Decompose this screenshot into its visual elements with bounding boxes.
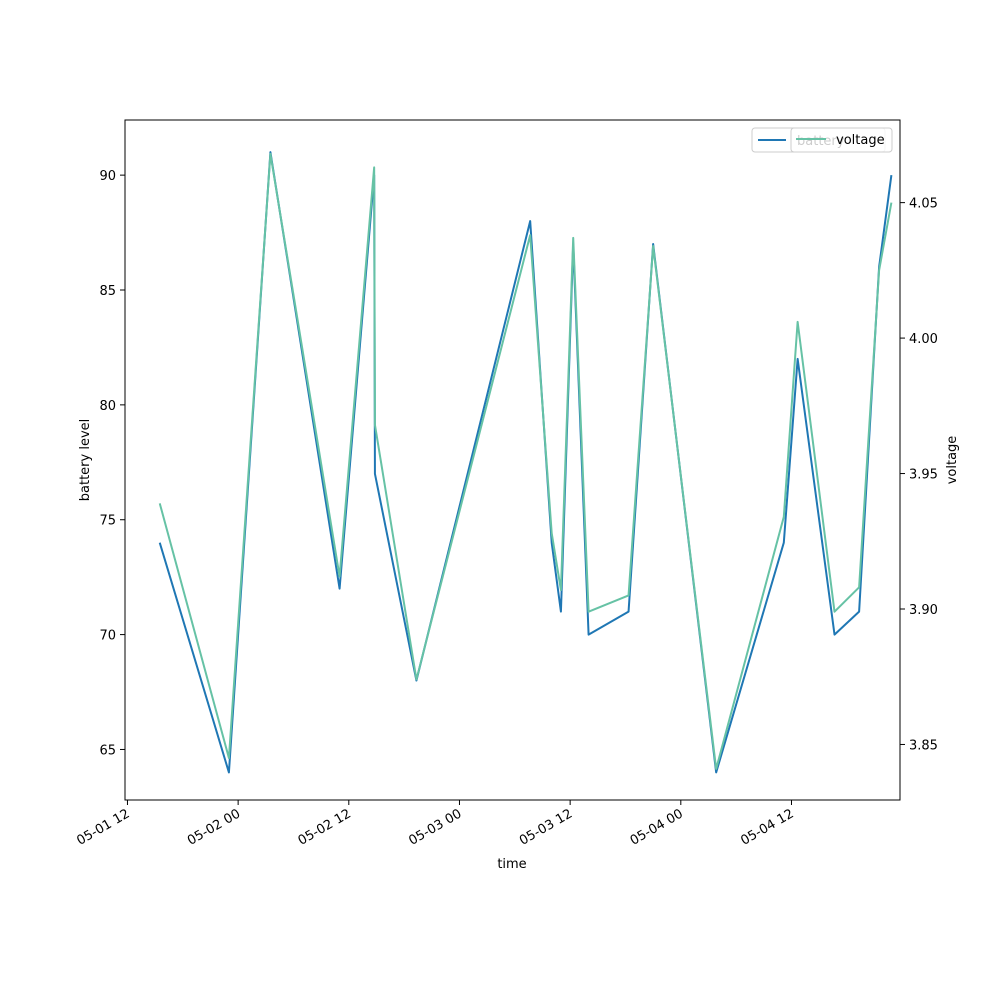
y-right-axis: 3.85 3.90 3.95 4.00 4.05 [900, 197, 938, 753]
plot-frame [124, 119, 901, 801]
y-right-tick-label: 4.05 [909, 197, 938, 212]
y-right-tick-label: 3.95 [909, 468, 938, 483]
legend-voltage: voltage [790, 127, 893, 153]
y-left-tick-label: 80 [99, 399, 116, 414]
x-axis-label: time [497, 857, 526, 872]
y-left-tick-label: 75 [99, 514, 116, 529]
legend-voltage-label: voltage [836, 133, 885, 148]
series-line-voltage [158, 152, 893, 770]
y-left-tick-label: 90 [99, 169, 116, 184]
y-right-tick-label: 3.90 [909, 603, 938, 618]
y-right-tick-label: 3.85 [909, 738, 938, 753]
y-left-axis-label: battery level [78, 419, 93, 502]
y-right-tick-label: 4.00 [909, 332, 938, 347]
y-left-tick-label: 65 [99, 743, 116, 758]
y-left-tick-label: 70 [99, 629, 116, 644]
y-right-axis-label: voltage [945, 436, 960, 485]
plot-lines [158, 151, 893, 774]
y-left-tick-label: 85 [99, 284, 116, 299]
y-left-axis: 65 70 75 80 85 90 [99, 169, 125, 758]
legend-voltage-frame [790, 127, 893, 153]
